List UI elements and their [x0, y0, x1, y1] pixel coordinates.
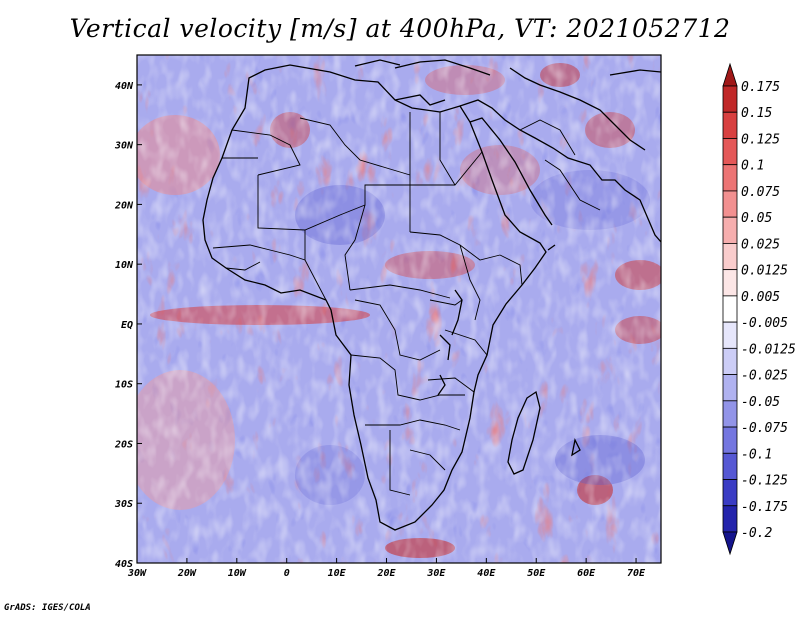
lat-tick-label: 10N	[115, 260, 134, 271]
colorbar-segment	[722, 426, 738, 454]
colorbar-segment	[722, 85, 738, 113]
map-title: Vertical velocity [m/s] at 400hPa, VT: 2…	[69, 14, 731, 43]
colorbar-label: 0.125	[741, 132, 780, 147]
colorbar-segment	[722, 243, 738, 271]
vertical-velocity-field	[137, 55, 661, 563]
colorbar-segment	[722, 62, 738, 87]
lon-tick-label: 20W	[177, 568, 197, 579]
colorbar-label: 0.025	[741, 237, 780, 252]
lon-tick-label: 40E	[477, 568, 496, 579]
lon-tick-label: 70E	[627, 568, 646, 579]
colorbar-label: -0.1	[741, 447, 772, 462]
lon-tick-label: 10W	[228, 568, 247, 579]
colorbar-segment	[722, 269, 738, 297]
lat-tick-label: 40N	[115, 81, 134, 92]
country-borders	[212, 112, 601, 496]
lon-tick-label: 0	[284, 568, 290, 579]
lat-tick-label: 40S	[115, 559, 133, 570]
grads-credit: GrADS: IGES/COLA	[4, 603, 91, 613]
lon-tick-label: 20E	[376, 568, 396, 579]
colorbar-segment	[722, 505, 738, 533]
colorbar-segment	[722, 138, 738, 166]
map-frame	[136, 54, 662, 564]
colorbar-label: -0.0125	[741, 342, 796, 357]
colorbar-segment	[722, 347, 738, 375]
colorbar-label: 0.005	[741, 290, 780, 305]
colorbar-label: -0.125	[741, 474, 788, 489]
colorbar-label: -0.2	[741, 526, 772, 541]
colorbar-segment	[722, 374, 738, 402]
colorbar-label: 0.15	[741, 106, 772, 121]
lon-tick-label: 30W	[127, 568, 147, 579]
colorbar-segment	[722, 111, 738, 139]
colorbar-segment	[722, 321, 738, 349]
colorbar-segment	[722, 400, 738, 428]
lat-tick-label: 20N	[114, 200, 134, 211]
colorbar-label: -0.05	[741, 395, 780, 410]
lat-tick-label: 20S	[114, 439, 133, 450]
colorbar-segment	[722, 190, 738, 218]
lat-tick-label: EQ	[121, 320, 133, 331]
colorbar-label: -0.005	[741, 316, 788, 331]
colorbar-segment	[722, 479, 738, 507]
lon-tick-label: 50E	[527, 568, 546, 579]
colorbar: 0.175 0.15 0.125 0.1 0.075 0.05 0.025 0.0125 0.0…	[722, 62, 796, 556]
colorbar-label: -0.025	[741, 369, 788, 384]
colorbar-label: -0.175	[741, 500, 788, 515]
colorbar-label: 0.1	[741, 159, 764, 174]
colorbar-segment	[722, 216, 738, 244]
lon-tick-label: 60E	[577, 568, 596, 579]
colorbar-label: 0.05	[741, 211, 772, 226]
colorbar-label: -0.075	[741, 421, 788, 436]
colorbar-segment	[722, 531, 738, 556]
colorbar-label: 0.075	[741, 185, 780, 200]
lat-tick-label: 30N	[114, 141, 134, 152]
lon-tick-label: 30E	[426, 568, 446, 579]
lat-tick-label: 30S	[114, 499, 133, 510]
lat-tick-label: 10S	[115, 380, 133, 391]
colorbar-segment	[722, 164, 738, 192]
colorbar-label: 0.0125	[741, 264, 788, 279]
colorbar-segment	[722, 295, 738, 323]
lon-tick-label: 10E	[328, 568, 347, 579]
colorbar-segment	[722, 452, 738, 480]
latitude-axis: 40S 30S 20S 10S EQ 10N 20N 30N 40N	[114, 81, 142, 570]
colorbar-label: 0.175	[741, 80, 780, 95]
longitude-axis: 30W 20W 10W 0 10E 20E 30E 40E 50E 60E 70E	[127, 558, 646, 579]
